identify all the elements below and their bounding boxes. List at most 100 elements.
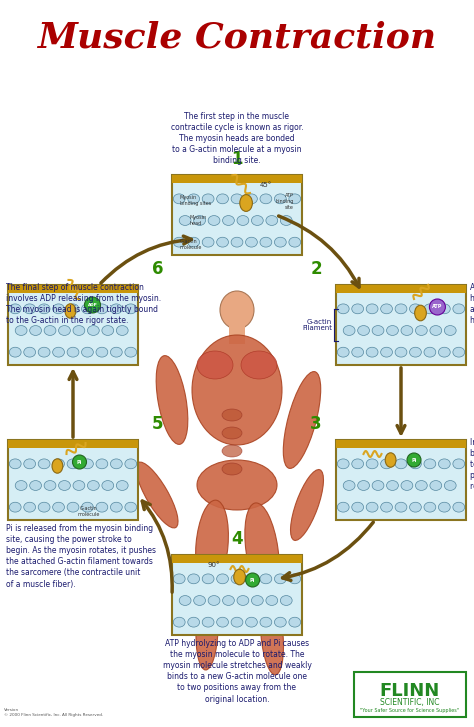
Ellipse shape [65, 304, 76, 318]
Circle shape [84, 297, 100, 313]
Ellipse shape [381, 502, 392, 512]
Ellipse shape [38, 502, 50, 512]
Ellipse shape [410, 459, 421, 469]
Ellipse shape [410, 304, 421, 314]
Ellipse shape [110, 304, 122, 314]
Ellipse shape [274, 617, 286, 627]
Ellipse shape [358, 481, 370, 491]
Text: Pi is released from the myosin binding
site, causing the power stroke to
begin. : Pi is released from the myosin binding s… [6, 524, 156, 588]
Ellipse shape [343, 481, 355, 491]
Ellipse shape [102, 481, 114, 491]
Ellipse shape [179, 216, 191, 225]
Ellipse shape [173, 194, 185, 204]
Ellipse shape [337, 348, 349, 357]
Text: Pi: Pi [411, 457, 417, 462]
Ellipse shape [96, 502, 108, 512]
Ellipse shape [223, 595, 234, 606]
Ellipse shape [30, 481, 42, 491]
Ellipse shape [222, 463, 242, 475]
Text: 3: 3 [310, 415, 322, 433]
Ellipse shape [53, 348, 64, 357]
Text: Version
© 2000 Flinn Scientific, Inc. All Rights Reserved.: Version © 2000 Flinn Scientific, Inc. Al… [4, 708, 103, 717]
Text: FLINN: FLINN [380, 682, 440, 700]
Ellipse shape [241, 351, 277, 379]
Ellipse shape [136, 462, 178, 528]
Ellipse shape [116, 481, 128, 491]
Ellipse shape [438, 348, 450, 357]
Bar [8, 285, 138, 293]
Text: Pi: Pi [77, 459, 82, 465]
Ellipse shape [231, 574, 243, 584]
Ellipse shape [358, 326, 370, 335]
Ellipse shape [44, 326, 56, 335]
Ellipse shape [202, 617, 214, 627]
Ellipse shape [352, 459, 364, 469]
Ellipse shape [381, 304, 392, 314]
Ellipse shape [343, 326, 355, 335]
Ellipse shape [424, 348, 436, 357]
Ellipse shape [67, 348, 79, 357]
Ellipse shape [231, 617, 243, 627]
Ellipse shape [289, 237, 301, 247]
Ellipse shape [192, 335, 282, 445]
Ellipse shape [102, 326, 114, 335]
Ellipse shape [196, 590, 218, 670]
Ellipse shape [24, 304, 36, 314]
Text: The first step in the muscle
contractile cycle is known as rigor.
The myosin hea: The first step in the muscle contractile… [171, 112, 303, 165]
Ellipse shape [217, 237, 228, 247]
Ellipse shape [352, 348, 364, 357]
Ellipse shape [222, 427, 242, 439]
Ellipse shape [217, 617, 228, 627]
Ellipse shape [15, 326, 27, 335]
Ellipse shape [381, 459, 392, 469]
Ellipse shape [38, 459, 50, 469]
Text: Myosin
head: Myosin head [190, 215, 207, 226]
Text: 90°: 90° [207, 562, 220, 568]
Ellipse shape [289, 574, 301, 584]
Ellipse shape [234, 569, 246, 585]
Ellipse shape [156, 356, 188, 444]
Bar [172, 175, 302, 255]
Ellipse shape [260, 617, 272, 627]
Text: SCIENTIFIC, INC: SCIENTIFIC, INC [380, 698, 440, 707]
Bar [8, 440, 138, 520]
Ellipse shape [410, 502, 421, 512]
Ellipse shape [453, 502, 465, 512]
Ellipse shape [240, 195, 252, 212]
Ellipse shape [401, 326, 413, 335]
Circle shape [429, 299, 446, 315]
Circle shape [407, 453, 421, 467]
Ellipse shape [430, 481, 442, 491]
Ellipse shape [9, 459, 21, 469]
Ellipse shape [24, 348, 36, 357]
Ellipse shape [231, 237, 243, 247]
Ellipse shape [385, 453, 396, 467]
Ellipse shape [188, 617, 200, 627]
Ellipse shape [197, 351, 233, 379]
Text: 1: 1 [231, 150, 243, 168]
Ellipse shape [15, 481, 27, 491]
Ellipse shape [366, 304, 378, 314]
Ellipse shape [274, 194, 286, 204]
Ellipse shape [453, 348, 465, 357]
Text: An ATP molecule binds to the myosin
head, decreasing the myosin's binding
affini: An ATP molecule binds to the myosin head… [470, 283, 474, 325]
Ellipse shape [82, 459, 93, 469]
Ellipse shape [260, 194, 272, 204]
Ellipse shape [237, 595, 249, 606]
Ellipse shape [173, 237, 185, 247]
Ellipse shape [352, 304, 364, 314]
Ellipse shape [125, 348, 137, 357]
Ellipse shape [444, 326, 456, 335]
Ellipse shape [223, 216, 234, 225]
Ellipse shape [196, 500, 228, 590]
Ellipse shape [82, 502, 93, 512]
Ellipse shape [395, 502, 407, 512]
FancyArrowPatch shape [101, 236, 191, 283]
Ellipse shape [125, 502, 137, 512]
Ellipse shape [453, 459, 465, 469]
Ellipse shape [237, 216, 249, 225]
Text: G-actin
molecule: G-actin molecule [77, 506, 100, 517]
Ellipse shape [9, 348, 21, 357]
Ellipse shape [82, 304, 93, 314]
Ellipse shape [194, 595, 206, 606]
